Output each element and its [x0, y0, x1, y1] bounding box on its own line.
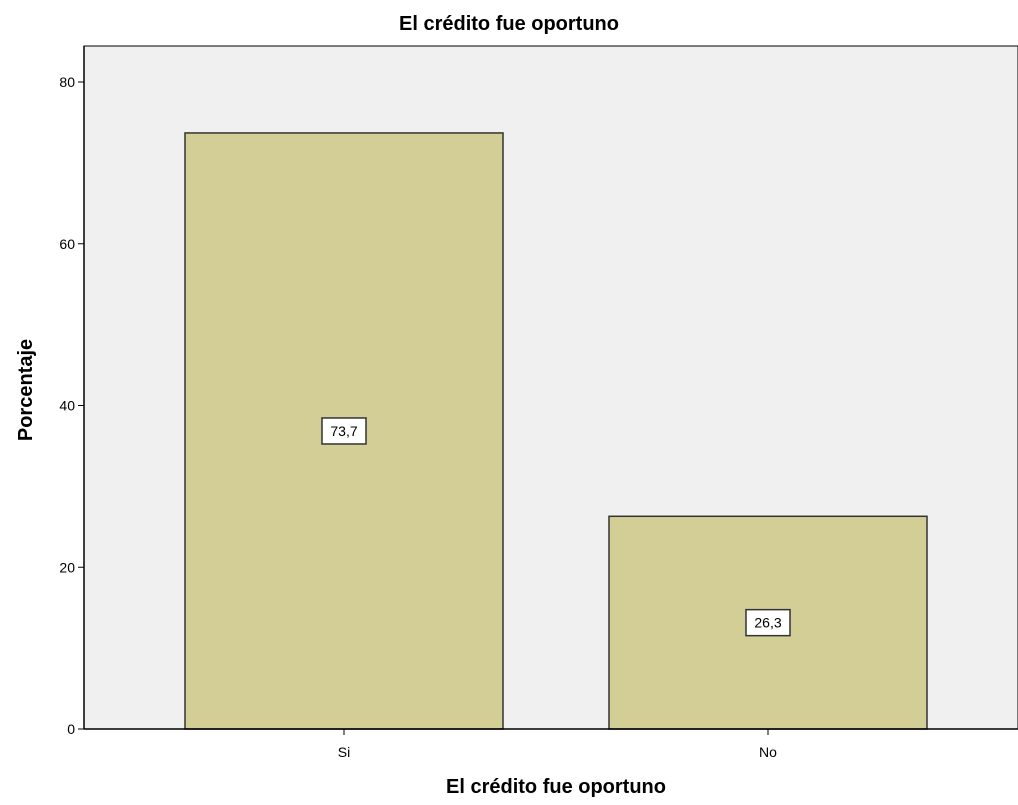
- y-tick-label-60: 60: [59, 236, 75, 252]
- x-tick-label-no: No: [759, 744, 777, 760]
- data-label-si: 73,7: [321, 417, 367, 445]
- y-tick-label-20: 20: [59, 559, 75, 575]
- data-label-box-no: [745, 608, 791, 637]
- data-label-text-no: 26,3: [754, 615, 781, 631]
- y-axis-ticks: 0 20 40 60 80: [59, 74, 84, 737]
- y-tick-label-80: 80: [59, 74, 75, 90]
- x-tick-label-si: Si: [338, 744, 350, 760]
- data-label-text-si: 73,7: [330, 423, 357, 439]
- chart-title: El crédito fue oportuno: [399, 13, 619, 35]
- data-label-no: 26,3: [745, 608, 791, 637]
- data-label-box-si: [321, 417, 367, 445]
- data-labels: 73,7 26,3: [321, 417, 791, 637]
- y-axis-label: Porcentaje: [15, 339, 37, 441]
- x-axis-ticks: Si No: [338, 729, 777, 760]
- y-tick-label-40: 40: [59, 398, 75, 414]
- y-tick-label-0: 0: [67, 721, 75, 737]
- x-axis-label: El crédito fue oportuno: [446, 776, 666, 798]
